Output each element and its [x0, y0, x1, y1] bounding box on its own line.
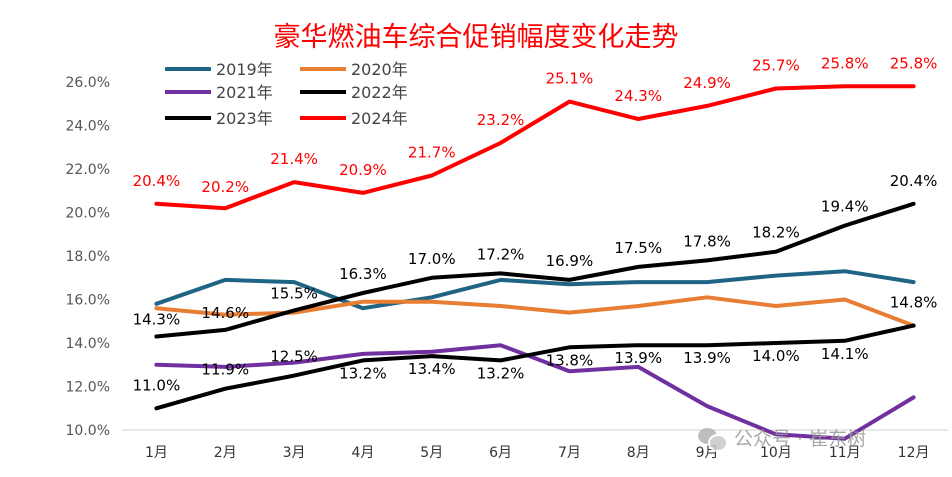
data-label: 25.8%: [821, 54, 869, 72]
data-label: 16.9%: [546, 252, 594, 270]
data-label: 13.8%: [546, 351, 594, 369]
x-tick-label: 12月: [898, 445, 930, 461]
data-label: 21.4%: [270, 150, 318, 168]
x-tick-label: 11月: [829, 445, 861, 461]
watermark: 公众号 · 崔东树: [696, 424, 867, 452]
data-label: 16.3%: [339, 265, 387, 283]
data-label: 17.2%: [477, 245, 525, 263]
data-label: 17.8%: [683, 232, 731, 250]
data-label: 20.2%: [201, 178, 249, 196]
data-label: 21.7%: [408, 144, 456, 162]
chart-title: 豪华燃油车综合促销幅度变化走势: [274, 22, 679, 53]
x-tick-label: 1月: [145, 445, 168, 461]
data-label: 15.5%: [270, 284, 318, 302]
x-tick-label: 5月: [420, 445, 443, 461]
data-label: 14.0%: [752, 347, 800, 365]
data-label: 24.3%: [614, 87, 662, 105]
data-label: 20.9%: [339, 161, 387, 179]
data-label: 24.9%: [683, 74, 731, 92]
axes: 10.0% 12.0% 14.0% 16.0% 18.0% 20.0% 22.0% 24.0%…: [66, 75, 948, 461]
watermark-text: 公众号 · 崔东树: [734, 428, 867, 450]
data-label: 25.8%: [890, 54, 938, 72]
legend-label: 2022年: [351, 83, 408, 102]
data-label: 25.7%: [752, 57, 800, 75]
x-tick-label: 7月: [558, 445, 581, 461]
y-tick-label: 26.0%: [66, 75, 110, 91]
series-line-2021年: [154, 343, 916, 441]
legend-label: 2019年: [216, 60, 273, 79]
series-line-2024年: [154, 84, 916, 211]
series-line-2023年: [154, 323, 916, 411]
y-tick-label: 16.0%: [66, 293, 110, 309]
series-line-2019年: [154, 269, 916, 311]
data-label: 20.4%: [133, 172, 181, 190]
y-tick-label: 12.0%: [66, 380, 110, 396]
y-tick-label: 22.0%: [66, 162, 110, 178]
data-label: 13.9%: [614, 349, 662, 367]
data-label: 13.2%: [339, 364, 387, 382]
data-label: 13.4%: [408, 360, 456, 378]
x-tick-label: 3月: [283, 445, 306, 461]
data-label: 11.9%: [201, 361, 249, 379]
data-label: 13.2%: [477, 364, 525, 382]
legend-label: 2024年: [351, 109, 408, 128]
x-tick-label: 8月: [627, 445, 650, 461]
legend-label: 2020年: [351, 60, 408, 79]
y-tick-label: 14.0%: [66, 336, 110, 352]
y-tick-label: 10.0%: [66, 423, 110, 439]
x-tick-label: 2月: [214, 445, 237, 461]
data-label: 11.0%: [133, 376, 181, 394]
data-label: 14.1%: [821, 345, 869, 363]
series-line-2022年: [154, 201, 916, 339]
data-labels: 14.3% 14.6% 15.5% 16.3% 17.0% 17.2% 16.9% 17.5%…: [133, 54, 938, 394]
data-label: 12.5%: [270, 348, 318, 366]
legend-label: 2021年: [216, 83, 273, 102]
series-layer: [154, 84, 916, 441]
data-label: 25.1%: [546, 70, 594, 88]
x-tick-label: 4月: [351, 445, 374, 461]
x-tick-label: 6月: [489, 445, 512, 461]
data-label: 14.8%: [890, 294, 938, 312]
data-label: 17.0%: [408, 250, 456, 268]
data-label: 23.2%: [477, 111, 525, 129]
y-tick-label: 24.0%: [66, 119, 110, 135]
data-label: 17.5%: [614, 239, 662, 257]
data-label: 14.6%: [201, 304, 249, 322]
y-tick-label: 20.0%: [66, 206, 110, 222]
data-label: 14.3%: [133, 310, 181, 328]
legend-label: 2023年: [216, 109, 273, 128]
data-label: 20.4%: [890, 172, 938, 190]
y-tick-label: 18.0%: [66, 249, 110, 265]
data-label: 18.2%: [752, 224, 800, 242]
x-tick-label: 10月: [760, 445, 792, 461]
data-label: 13.9%: [683, 349, 731, 367]
data-label: 19.4%: [821, 198, 869, 216]
legend: 2019年 2020年 2021年 2022年 2023年 2024年: [165, 60, 408, 128]
wechat-icon: [696, 425, 728, 452]
